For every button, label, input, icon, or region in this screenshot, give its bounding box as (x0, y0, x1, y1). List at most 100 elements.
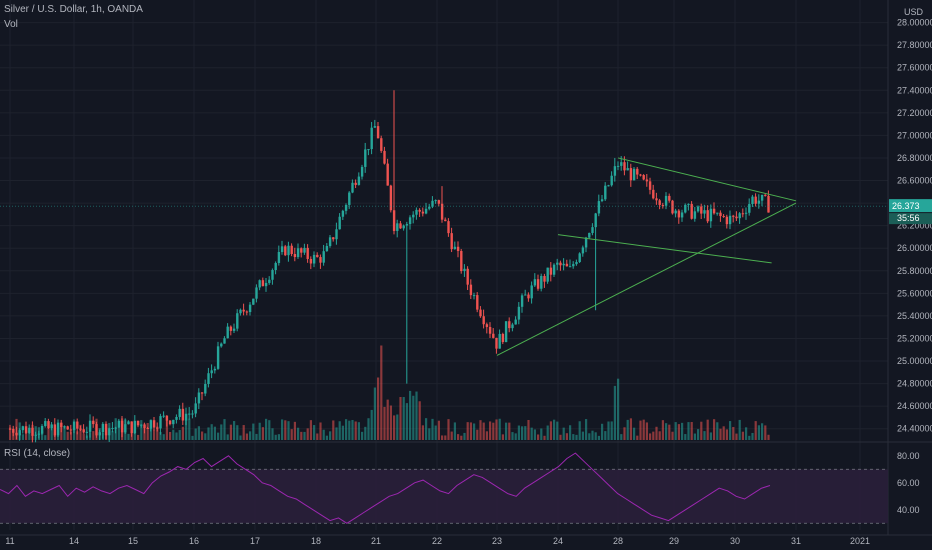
volume-bar (236, 425, 239, 440)
volume-bar (252, 423, 255, 440)
candle-body (469, 284, 473, 296)
candle-body (559, 262, 562, 266)
candle-body (50, 424, 53, 428)
candle-body (200, 392, 204, 394)
candle-body (72, 421, 76, 431)
volume-bar (652, 431, 655, 440)
candle-body (767, 195, 770, 213)
candle-body (632, 168, 636, 181)
candle-body (117, 420, 121, 428)
candle-body (245, 311, 249, 313)
volume-bar (213, 426, 216, 440)
volume-bar (537, 434, 540, 440)
volume-label: Vol (4, 19, 18, 30)
candle-body (610, 175, 613, 186)
candle-body (108, 428, 111, 436)
countdown-badge (889, 213, 932, 225)
price-tick-label: 25.00000 (897, 356, 932, 366)
candle-body (735, 216, 738, 219)
volume-bar (233, 421, 236, 440)
price-tick-label: 24.40000 (897, 424, 932, 434)
candle-body (488, 326, 492, 334)
candle-body (412, 214, 415, 218)
countdown-value: 35:56 (897, 213, 920, 223)
candle-body (607, 185, 610, 187)
volume-bar (533, 429, 536, 440)
volume-bar (460, 435, 463, 440)
volume-bar (767, 434, 770, 440)
candle-body (405, 224, 409, 226)
volume-bar (473, 423, 476, 440)
candle-body (524, 294, 527, 296)
volume-bar (316, 433, 319, 440)
volume-bar (517, 425, 520, 440)
candle-body (712, 208, 716, 214)
volume-bar (41, 430, 44, 440)
volume-bar (629, 418, 632, 440)
price-tick-label: 26.00000 (897, 243, 932, 253)
candle-body (533, 279, 537, 286)
volume-bar (588, 433, 591, 440)
candle-body (287, 245, 290, 256)
candle-body (28, 427, 31, 433)
volume-bar (511, 432, 514, 440)
candle-body (693, 211, 697, 219)
candle-body (181, 408, 185, 421)
volume-bar (306, 428, 309, 440)
candle-body (268, 279, 271, 283)
price-tick-label: 26.80000 (897, 153, 932, 163)
volume-bar (396, 414, 399, 440)
volume-bar (457, 434, 460, 440)
volume-bar (549, 421, 552, 440)
candle-body (197, 392, 201, 404)
volume-bar (354, 421, 357, 440)
candle-body (8, 428, 12, 430)
candle-body (31, 427, 34, 436)
volume-bar (735, 433, 738, 440)
volume-bar (313, 425, 316, 440)
candle-body (428, 206, 431, 209)
candle-body (156, 427, 159, 429)
volume-bar (751, 432, 754, 440)
time-tick-label: 2021 (850, 536, 870, 546)
rsi-title[interactable]: RSI (14, close) (4, 448, 71, 459)
volume-bar (210, 424, 213, 440)
candle-body (242, 309, 245, 312)
volume-bar (527, 419, 530, 440)
volume-bar (617, 378, 620, 440)
candle-body (620, 162, 623, 166)
candle-body (616, 165, 620, 167)
candle-body (277, 252, 281, 263)
candle-body (671, 200, 674, 214)
candle-body (690, 203, 693, 219)
candle-body (402, 225, 405, 229)
volume-bar (489, 421, 492, 440)
candle-body (328, 237, 332, 247)
candle-body (444, 219, 447, 222)
candle-body (572, 264, 575, 267)
price-tick-label: 28.00000 (897, 18, 932, 28)
volume-bar (738, 419, 741, 440)
candle-body (120, 420, 124, 433)
candle-body (322, 251, 325, 263)
symbol-title[interactable]: Silver / U.S. Dollar, 1h, OANDA (4, 4, 143, 15)
volume-bar (764, 425, 767, 440)
candle-body (453, 246, 457, 250)
volume-bar (591, 430, 594, 440)
candle-body (408, 217, 412, 225)
candle-body (127, 421, 130, 425)
volume-bar (543, 435, 546, 440)
volume-bar (271, 428, 274, 440)
candle-body (597, 201, 601, 214)
candle-body (258, 280, 261, 288)
volume-bar (377, 377, 380, 440)
candle-body (12, 428, 15, 433)
candle-body (613, 166, 617, 176)
volume-bar (274, 434, 277, 440)
volume-bar (626, 419, 629, 440)
candle-body (584, 237, 588, 248)
volume-bar (373, 387, 376, 440)
volume-bar (636, 435, 639, 440)
